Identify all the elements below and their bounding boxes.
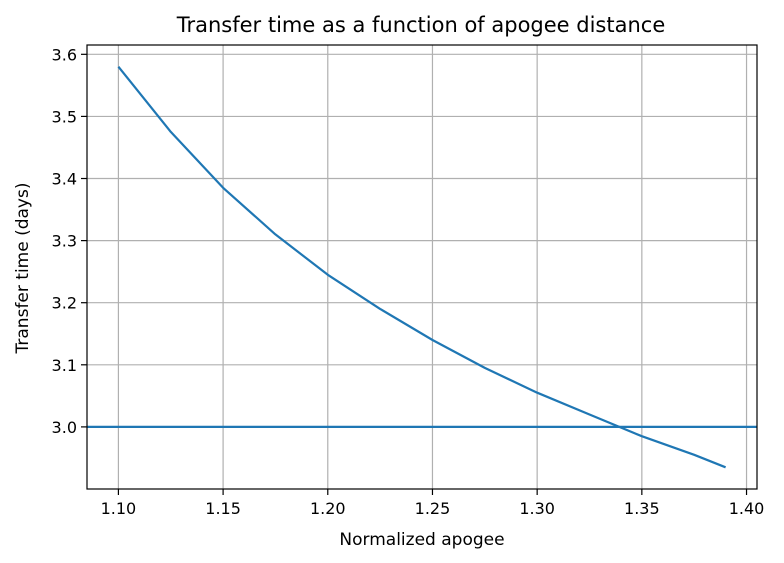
y-tick-label: 3.4 [52,170,77,189]
y-axis-ticks: 3.0 3.1 3.2 3.3 3.4 3.5 3.6 [52,45,87,437]
y-tick-label: 3.1 [52,356,77,375]
x-axis-ticks: 1.10 1.15 1.20 1.25 1.30 1.35 1.40 [101,489,765,518]
x-axis-label: Normalized apogee [339,530,504,550]
y-axis-label: Transfer time (days) [13,183,33,355]
y-tick-label: 3.2 [52,294,77,313]
x-tick-label: 1.35 [624,499,660,518]
x-tick-label: 1.25 [415,499,451,518]
series-layer [87,66,757,469]
y-tick-label: 3.0 [52,418,77,437]
plot-area-frame [86,44,758,490]
x-tick-label: 1.20 [310,499,346,518]
y-tick-label: 3.5 [52,107,77,126]
y-tick-label: 3.3 [52,232,77,251]
transfer-time-curve [117,66,727,469]
y-tick-label: 3.6 [52,45,77,64]
x-tick-label: 1.15 [205,499,241,518]
x-tick-label: 1.30 [519,499,555,518]
chart-title: Transfer time as a function of apogee di… [176,13,666,37]
x-tick-label: 1.40 [729,499,765,518]
grid [87,45,757,489]
x-tick-label: 1.10 [101,499,137,518]
